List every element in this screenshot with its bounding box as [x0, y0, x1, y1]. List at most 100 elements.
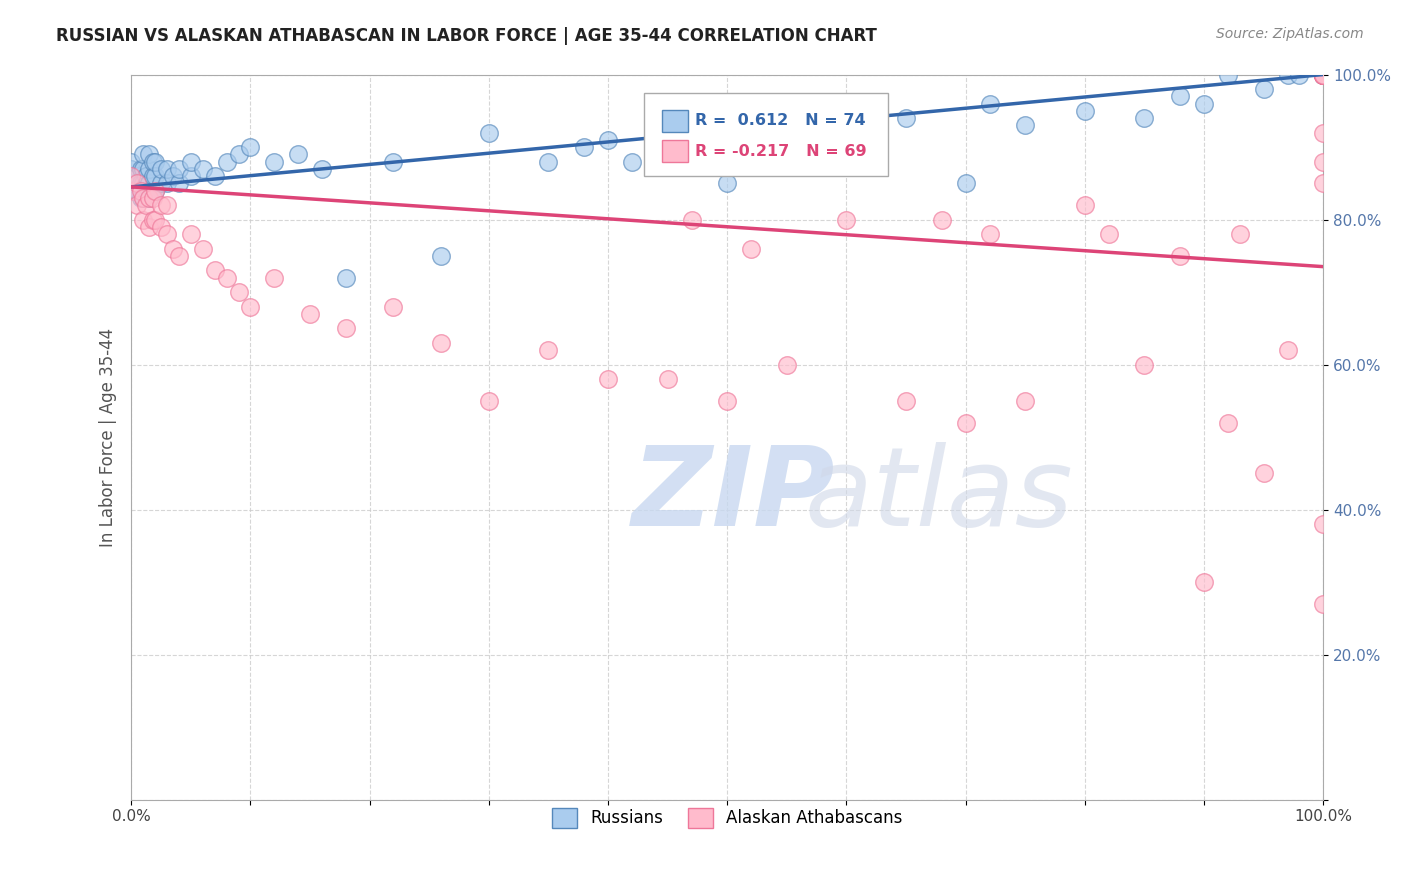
Point [1312, 516, 1334, 531]
Point [776, 133, 799, 147]
Point [143, 212, 166, 227]
Bar [662, 140, 688, 162]
Point [127, 169, 149, 183]
Point [1312, 68, 1334, 82]
Point [143, 184, 166, 198]
Point [180, 154, 202, 169]
Point [596, 372, 619, 386]
Point [129, 191, 152, 205]
Point [135, 198, 157, 212]
Point [1253, 467, 1275, 481]
Point [204, 169, 226, 183]
Point [142, 184, 165, 198]
Point [430, 335, 453, 350]
Point [239, 300, 262, 314]
Point [162, 169, 184, 183]
Point [1253, 82, 1275, 96]
Point [129, 176, 152, 190]
FancyBboxPatch shape [644, 93, 889, 176]
Point [150, 161, 173, 176]
Point [1168, 249, 1191, 263]
Point [894, 111, 917, 125]
Point [142, 191, 165, 205]
Point [574, 140, 596, 154]
Point [1312, 68, 1334, 82]
Point [1216, 68, 1239, 82]
Point [1312, 68, 1334, 82]
Text: atlas: atlas [804, 442, 1073, 549]
Point [657, 118, 679, 132]
Point [138, 161, 160, 176]
Point [167, 249, 190, 263]
Point [138, 191, 160, 205]
Point [740, 111, 762, 125]
Point [537, 154, 560, 169]
Point [142, 212, 165, 227]
Point [120, 169, 142, 183]
Point [138, 147, 160, 161]
Point [150, 176, 173, 190]
Point [1192, 96, 1215, 111]
Point [979, 227, 1001, 241]
Point [1216, 416, 1239, 430]
Point [1074, 198, 1097, 212]
Point [1312, 126, 1334, 140]
Point [132, 161, 155, 176]
Point [335, 321, 357, 335]
Point [135, 169, 157, 183]
Point [740, 242, 762, 256]
Point [681, 212, 703, 227]
Point [1133, 358, 1156, 372]
Point [1098, 227, 1121, 241]
Point [1312, 154, 1334, 169]
Point [692, 147, 714, 161]
Point [835, 212, 858, 227]
Point [335, 270, 357, 285]
Point [228, 147, 250, 161]
Text: RUSSIAN VS ALASKAN ATHABASCAN IN LABOR FORCE | AGE 35-44 CORRELATION CHART: RUSSIAN VS ALASKAN ATHABASCAN IN LABOR F… [56, 27, 877, 45]
Point [204, 263, 226, 277]
Point [430, 249, 453, 263]
Point [1312, 68, 1334, 82]
Point [287, 147, 309, 161]
Point [142, 169, 165, 183]
Point [142, 154, 165, 169]
Point [311, 161, 333, 176]
Point [263, 154, 285, 169]
Point [931, 212, 953, 227]
Point [162, 242, 184, 256]
Point [127, 198, 149, 212]
Point [132, 191, 155, 205]
Point [132, 147, 155, 161]
Point [1229, 227, 1251, 241]
Point [129, 184, 152, 198]
Point [299, 307, 322, 321]
Point [596, 133, 619, 147]
Point [138, 219, 160, 234]
Point [167, 176, 190, 190]
Point [215, 154, 238, 169]
Point [382, 154, 405, 169]
Point [1312, 68, 1334, 82]
Point [191, 242, 214, 256]
Legend: Russians, Alaskan Athabascans: Russians, Alaskan Athabascans [546, 801, 910, 835]
Point [1312, 68, 1334, 82]
Point [537, 343, 560, 357]
Text: R =  0.612   N = 74: R = 0.612 N = 74 [695, 113, 866, 128]
Point [156, 176, 179, 190]
Point [1312, 68, 1334, 82]
Point [811, 118, 834, 132]
Point [129, 161, 152, 176]
Point [150, 219, 173, 234]
Point [120, 184, 142, 198]
Point [1312, 68, 1334, 82]
Point [716, 393, 738, 408]
Point [1312, 68, 1334, 82]
Point [127, 184, 149, 198]
Point [776, 358, 799, 372]
Point [955, 176, 977, 190]
Point [1312, 176, 1334, 190]
Point [1074, 103, 1097, 118]
Point [1312, 68, 1334, 82]
Point [1277, 343, 1299, 357]
